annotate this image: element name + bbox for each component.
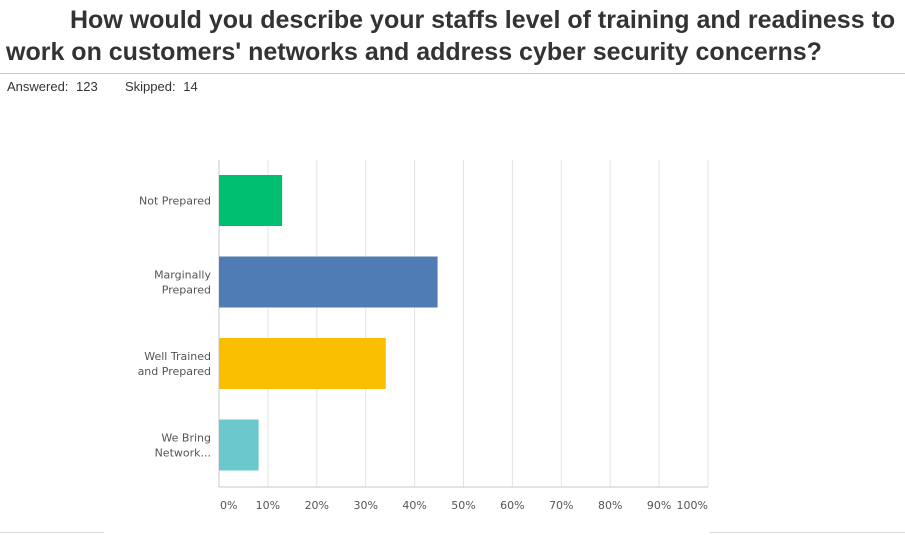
answered-label: Answered: [7,79,69,94]
skipped-count: 14 [183,79,198,94]
bar [219,175,283,226]
x-tick-label: 60% [500,499,524,512]
bar [219,256,438,308]
response-stats: Answered: 123 Skipped: 14 [7,79,202,94]
x-tick-label: 40% [402,499,426,512]
x-tick-label: 80% [598,499,622,512]
category-label: Prepared [162,284,211,297]
category-label: Network... [155,447,211,460]
category-label: and Prepared [138,365,211,378]
x-tick-label: 50% [451,499,475,512]
skipped-label: Skipped: [125,79,176,94]
question-title: How would you describe your staffs level… [6,6,896,66]
category-label: We Bring [161,432,211,445]
x-tick-label: 90% [647,499,671,512]
x-tick-label: 30% [353,499,377,512]
title-divider [0,73,905,74]
category-label: Marginally [154,269,211,282]
x-tick-label: 10% [256,499,280,512]
x-tick-label: 70% [549,499,573,512]
bar [219,338,386,389]
category-label: Well Trained [144,350,211,363]
x-tick-label: 20% [305,499,329,512]
answered-count: 123 [76,79,98,94]
bar [219,419,259,471]
x-tick-label: 100% [677,499,708,512]
x-tick-label: 0% [220,499,237,512]
category-label: Not Prepared [139,195,211,208]
